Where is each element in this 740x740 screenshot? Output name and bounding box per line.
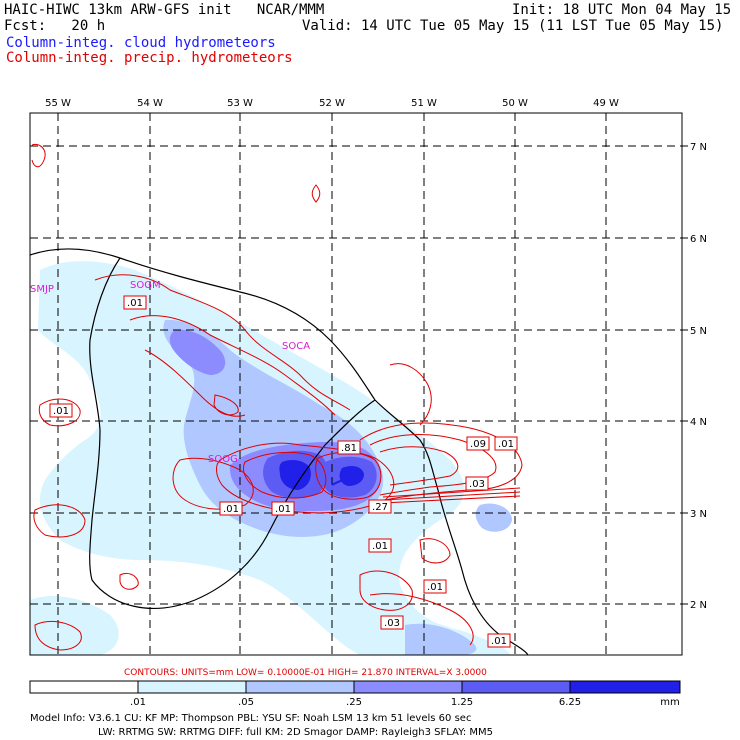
colorbar-tick: .05 — [238, 697, 254, 708]
svg-text:.03: .03 — [469, 479, 485, 490]
lat-lon-grid — [30, 113, 682, 655]
svg-text:.27: .27 — [372, 502, 388, 513]
contour-label: .27 — [368, 499, 392, 514]
svg-text:.01: .01 — [275, 504, 291, 515]
lon-label-49w: 49 W — [593, 98, 619, 109]
model-info-line-2: LW: RRTMG SW: RRTMG DIFF: full KM: 2D Sm… — [98, 727, 493, 738]
contour-label: .01 — [494, 436, 518, 451]
contour-label: .01 — [423, 579, 447, 594]
model-title: HAIC-HIWC 13km ARW-GFS init NCAR/MMM — [4, 2, 325, 18]
svg-text:.09: .09 — [470, 439, 486, 450]
lat-tick-marks — [682, 145, 688, 605]
map-frame — [29, 112, 683, 656]
lat-label-5n: 5 N — [690, 326, 707, 337]
station-smjp: SMJP — [30, 284, 54, 295]
valid-time: Valid: 14 UTC Tue 05 May 15 (11 LST Tue … — [302, 18, 724, 34]
svg-text:.01: .01 — [427, 582, 443, 593]
cloud-region-max-2 — [339, 466, 364, 486]
cloud-region-mid-3 — [405, 623, 477, 655]
lon-label-54w: 54 W — [137, 98, 163, 109]
station-soog: SOOG — [208, 454, 238, 465]
svg-text:.01: .01 — [498, 439, 514, 450]
svg-text:.01: .01 — [223, 504, 239, 515]
contour-label: .01 — [219, 501, 243, 516]
lat-label-2n: 2 N — [690, 600, 707, 611]
station-soca: SOCA — [282, 341, 310, 352]
lat-label-6n: 6 N — [690, 234, 707, 245]
contour-label: .01 — [487, 633, 511, 648]
cloud-region-light-2 — [30, 595, 119, 655]
max-track — [331, 473, 363, 486]
contour-label: .09 — [466, 436, 490, 451]
colorbar-tick: 6.25 — [559, 697, 581, 708]
init-time: Init: 18 UTC Mon 04 May 15 — [512, 2, 732, 18]
svg-text:.01: .01 — [127, 298, 143, 309]
lon-label-53w: 53 W — [227, 98, 253, 109]
contour-label: .03 — [465, 476, 489, 491]
colorbar-tick: .25 — [346, 697, 362, 708]
cloud-region-strong-2 — [169, 329, 226, 375]
cloud-region-max — [279, 460, 311, 490]
colorbar-unit: mm — [660, 697, 679, 708]
contour-label: .03 — [380, 615, 404, 630]
lat-label-4n: 4 N — [690, 417, 707, 428]
svg-text:.01: .01 — [53, 406, 69, 417]
svg-text:.01: .01 — [491, 636, 507, 647]
svg-text:.81: .81 — [341, 443, 357, 454]
contour-label: .01 — [368, 538, 392, 553]
colorbar-tick: .01 — [130, 697, 146, 708]
contour-info: CONTOURS: UNITS=mm LOW= 0.10000E-01 HIGH… — [124, 668, 487, 678]
lon-label-51w: 51 W — [411, 98, 437, 109]
contour-label: .01 — [49, 403, 73, 418]
model-info-line-1: Model Info: V3.6.1 CU: KF MP: Thompson P… — [30, 713, 471, 724]
cloud-region-mid-2 — [475, 503, 512, 532]
lon-label-52w: 52 W — [319, 98, 345, 109]
cloud-shading — [30, 261, 512, 655]
lat-label-3n: 3 N — [690, 509, 707, 520]
precip-contours — [31, 143, 523, 651]
lat-label-7n: 7 N — [690, 142, 707, 153]
contour-label: .01 — [123, 295, 147, 310]
cloud-hydrometeor-label: Column-integ. cloud hydrometeors — [6, 35, 276, 51]
contour-label: .01 — [271, 501, 295, 516]
precip-hydrometeor-label: Column-integ. precip. hydrometeors — [6, 50, 293, 66]
lon-label-55w: 55 W — [45, 98, 71, 109]
forecast-hour: Fcst: 20 h — [4, 18, 106, 34]
svg-text:.03: .03 — [384, 618, 400, 629]
colorbar — [29, 680, 681, 694]
precip-contour-band — [382, 487, 521, 504]
station-sogm: SOGM — [130, 280, 161, 291]
colorbar-tick: 1.25 — [451, 697, 473, 708]
contour-label: .81 — [337, 440, 361, 455]
svg-text:.01: .01 — [372, 541, 388, 552]
lon-label-50w: 50 W — [502, 98, 528, 109]
